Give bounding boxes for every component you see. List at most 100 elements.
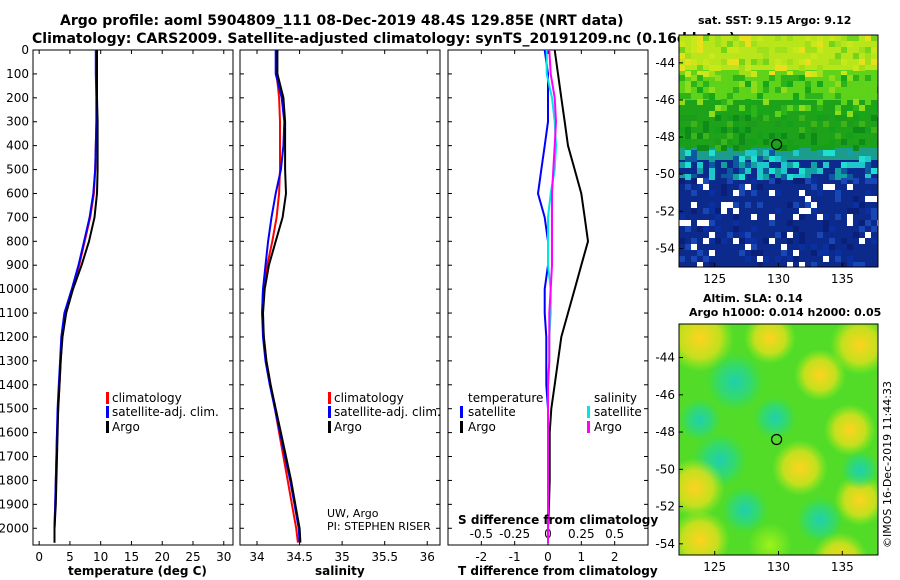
- x-tick-label: 0: [35, 550, 43, 564]
- legend-sal-argo-swatch: [587, 421, 590, 433]
- depth-tick-label: 1700: [0, 450, 29, 464]
- figure-title-line2: Climatology: CARS2009. Satellite-adjuste…: [32, 31, 735, 47]
- x-tick-label: -2: [475, 550, 487, 564]
- lon-tick-label: 135: [831, 560, 854, 574]
- legend-satellite-label: satellite-adj. clim.: [334, 405, 441, 419]
- credit-line2: PI: STEPHEN RISER: [327, 520, 431, 533]
- legend-satellite-swatch: [106, 406, 109, 418]
- figure-title-line1: Argo profile: aoml 5904809_111 08-Dec-20…: [60, 13, 624, 29]
- temperature-xlabel: temperature (deg C): [68, 564, 207, 578]
- x-tick-label: 35: [334, 550, 349, 564]
- lat-tick-label: -46: [655, 93, 675, 107]
- lat-tick-label: -48: [655, 425, 675, 439]
- x-tick-label: 34: [249, 550, 264, 564]
- difference-xlabel2: S difference from climatology: [458, 513, 658, 527]
- series-line-temperature-argo: [547, 49, 589, 543]
- legend-climatology-label: climatology: [334, 391, 404, 405]
- series-line-argo: [53, 50, 99, 543]
- series-line-climatology: [53, 50, 98, 543]
- difference-xlabel: T difference from climatology: [458, 564, 658, 578]
- depth-tick-label: 200: [6, 91, 29, 105]
- x-tick-label: 10: [93, 550, 108, 564]
- legend-climatology-label: climatology: [112, 391, 182, 405]
- temperature-legend: climatology satellite-adj. clim. Argo: [106, 391, 219, 434]
- legend-temperature-title: temperature: [468, 391, 543, 405]
- temperature-plot-frame: [32, 49, 234, 546]
- x2-tick-label: -0.5: [470, 527, 493, 541]
- legend-satellite-swatch: [328, 406, 331, 418]
- x2-tick-label: 0.5: [605, 527, 624, 541]
- depth-tick-label: 700: [6, 210, 29, 224]
- sla-map-title2: Argo h1000: 0.014 h2000: 0.05: [689, 306, 881, 319]
- legend-temp-argo-swatch: [460, 421, 463, 433]
- x-tick-label: 25: [185, 550, 200, 564]
- difference-legend: temperature satellite Argo salinity sate…: [460, 391, 642, 434]
- x-tick-label: 15: [124, 550, 139, 564]
- legend-sal-argo-label: Argo: [594, 420, 622, 434]
- credit-line1: UW, Argo: [327, 507, 379, 520]
- lat-tick-label: -54: [655, 241, 675, 255]
- salinity-plot-frame: [239, 49, 441, 546]
- legend-salinity-title: salinity: [594, 391, 637, 405]
- lon-tick-label: 130: [767, 272, 790, 286]
- depth-tick-label: 400: [6, 139, 29, 153]
- sla-map: Altim. SLA: 0.14 Argo h1000: 0.014 h2000…: [655, 292, 881, 574]
- depth-tick-label: 800: [6, 234, 29, 248]
- argo-position-marker: [770, 138, 783, 151]
- x-tick-label: 5: [66, 550, 74, 564]
- depth-tick-label: 1000: [0, 282, 29, 296]
- depth-tick-label: 2000: [0, 521, 29, 535]
- lat-tick-label: -54: [655, 537, 675, 551]
- temperature-panel: 0100200300400500600700800900100011001200…: [0, 43, 234, 578]
- series-line-satellite-adj-clim-: [53, 50, 98, 543]
- depth-tick-label: 1800: [0, 473, 29, 487]
- lon-tick-label: 125: [703, 272, 726, 286]
- sst-map: sat. SST: 9.15 Argo: 9.12 -44 -46 -48 -50 -5…: [655, 14, 879, 286]
- lon-tick-label: 125: [703, 560, 726, 574]
- argo-position-marker: [770, 433, 783, 446]
- salinity-panel: 34 34.5 35 35.5 36 salinity climatology sate…: [239, 49, 441, 578]
- legend-temp-satellite-label: satellite: [468, 405, 516, 419]
- depth-tick-label: 1100: [0, 306, 29, 320]
- legend-argo-label: Argo: [112, 420, 140, 434]
- series-line-argo: [262, 50, 302, 543]
- x-tick-label: 1: [578, 550, 586, 564]
- depth-tick-label: 1200: [0, 330, 29, 344]
- legend-sal-satellite-label: satellite: [594, 405, 642, 419]
- lat-tick-label: -52: [655, 204, 675, 218]
- legend-climatology-swatch: [328, 392, 331, 404]
- sla-map-image: [679, 324, 878, 555]
- lat-tick-label: -44: [655, 351, 675, 365]
- series-line-climatology: [261, 50, 299, 543]
- series-line-salinity-argo: [547, 49, 557, 543]
- depth-tick-label: 1400: [0, 378, 29, 392]
- x-tick-label: 36: [420, 550, 435, 564]
- depth-tick-label: 1600: [0, 426, 29, 440]
- legend-argo-swatch: [328, 421, 331, 433]
- depth-tick-label: 1900: [0, 497, 29, 511]
- legend-argo-swatch: [106, 421, 109, 433]
- depth-tick-label: 1300: [0, 354, 29, 368]
- lat-tick-label: -46: [655, 388, 675, 402]
- x-tick-label: -1: [509, 550, 521, 564]
- depth-tick-label: 1500: [0, 402, 29, 416]
- x-tick-label: 35.5: [371, 550, 398, 564]
- lat-tick-label: -50: [655, 167, 675, 181]
- depth-tick-label: 600: [6, 186, 29, 200]
- x-tick-label: 0: [544, 550, 552, 564]
- series-line-temperature-satellite: [537, 49, 549, 543]
- lat-tick-label: -48: [655, 130, 675, 144]
- x-tick-label: 30: [216, 550, 231, 564]
- depth-tick-label: 300: [6, 115, 29, 129]
- sst-map-image: [679, 35, 878, 267]
- salinity-legend: climatology satellite-adj. clim. Argo: [328, 391, 441, 434]
- legend-argo-label: Argo: [334, 420, 362, 434]
- lat-tick-label: -52: [655, 500, 675, 514]
- x-tick-label: 20: [155, 550, 170, 564]
- depth-tick-label: 500: [6, 163, 29, 177]
- lon-tick-label: 130: [767, 560, 790, 574]
- legend-sal-satellite-swatch: [587, 406, 590, 418]
- depth-tick-label: 0: [21, 43, 29, 57]
- lat-tick-label: -50: [655, 462, 675, 476]
